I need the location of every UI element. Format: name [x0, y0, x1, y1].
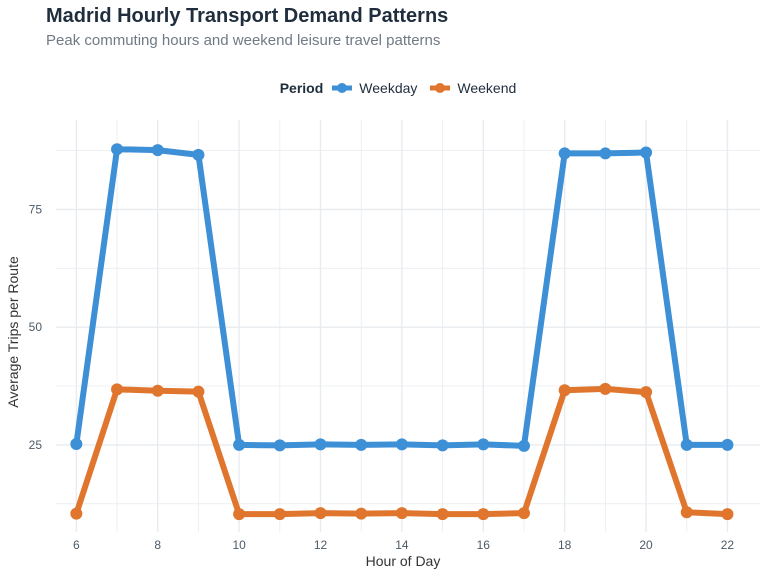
data-point-weekday: [233, 438, 246, 451]
legend-key-point: [435, 83, 446, 93]
data-point-weekday: [436, 439, 449, 452]
data-point-weekday: [192, 148, 205, 161]
legend-title: Period: [279, 80, 324, 96]
x-tick-label: 6: [73, 538, 80, 552]
x-tick-label: 16: [477, 538, 491, 552]
data-point-weekend: [517, 507, 530, 520]
legend-key-point: [337, 83, 348, 93]
data-point-weekday: [640, 146, 653, 159]
data-point-weekday: [721, 438, 734, 451]
data-point-weekday: [70, 437, 83, 450]
legend-label-weekend: Weekend: [457, 80, 517, 96]
data-point-weekday: [517, 439, 530, 452]
chart-title: Madrid Hourly Transport Demand Patterns: [46, 5, 449, 27]
legend-item-weekend: Weekend: [429, 80, 516, 96]
series-layer: [70, 143, 734, 521]
legend-item-weekday: Weekday: [331, 80, 417, 96]
legend: Period Weekday Weekend: [0, 80, 768, 96]
data-point-weekday: [273, 439, 286, 452]
data-point-weekend: [314, 507, 327, 520]
data-point-weekday: [558, 147, 571, 160]
x-tick-label: 8: [154, 538, 161, 552]
data-point-weekend: [680, 506, 693, 519]
data-point-weekend: [436, 508, 449, 521]
x-tick-label: 18: [558, 538, 572, 552]
data-point-weekend: [599, 382, 612, 395]
y-tick-label: 25: [29, 438, 43, 452]
x-tick-label: 14: [395, 538, 409, 552]
x-axis-ticks: 6 8 10 12 14 16 18 20 22: [73, 538, 734, 552]
data-point-weekday: [355, 438, 368, 451]
data-point-weekend: [233, 508, 246, 521]
x-tick-label: 22: [721, 538, 735, 552]
x-tick-label: 10: [232, 538, 246, 552]
data-point-weekday: [599, 147, 612, 160]
y-tick-label: 50: [29, 320, 43, 334]
data-point-weekend: [111, 383, 124, 396]
legend-key-weekday: [332, 83, 353, 93]
data-point-weekend: [273, 508, 286, 521]
grid: [56, 120, 760, 532]
y-axis-title: Average Trips per Route: [5, 256, 21, 408]
data-point-weekend: [558, 384, 571, 397]
data-point-weekend: [355, 507, 368, 520]
data-point-weekend: [192, 385, 205, 398]
data-point-weekday: [314, 438, 327, 451]
data-point-weekday: [111, 143, 124, 156]
x-tick-label: 20: [639, 538, 653, 552]
data-point-weekday: [395, 438, 408, 451]
y-tick-label: 75: [29, 202, 43, 216]
data-point-weekend: [477, 508, 490, 521]
data-point-weekday: [680, 438, 693, 451]
legend-label-weekday: Weekday: [359, 80, 418, 96]
data-point-weekend: [395, 507, 408, 520]
x-axis-title: Hour of Day: [366, 553, 441, 569]
data-point-weekend: [151, 384, 164, 397]
y-axis-ticks: 25 50 75: [29, 202, 43, 451]
data-point-weekend: [721, 508, 734, 521]
data-point-weekend: [70, 507, 83, 520]
data-point-weekend: [640, 386, 653, 399]
legend-key-weekend: [430, 83, 451, 93]
x-tick-label: 12: [314, 538, 328, 552]
chart-subtitle: Peak commuting hours and weekend leisure…: [46, 32, 441, 49]
data-point-weekday: [151, 144, 164, 157]
data-point-weekday: [477, 438, 490, 451]
